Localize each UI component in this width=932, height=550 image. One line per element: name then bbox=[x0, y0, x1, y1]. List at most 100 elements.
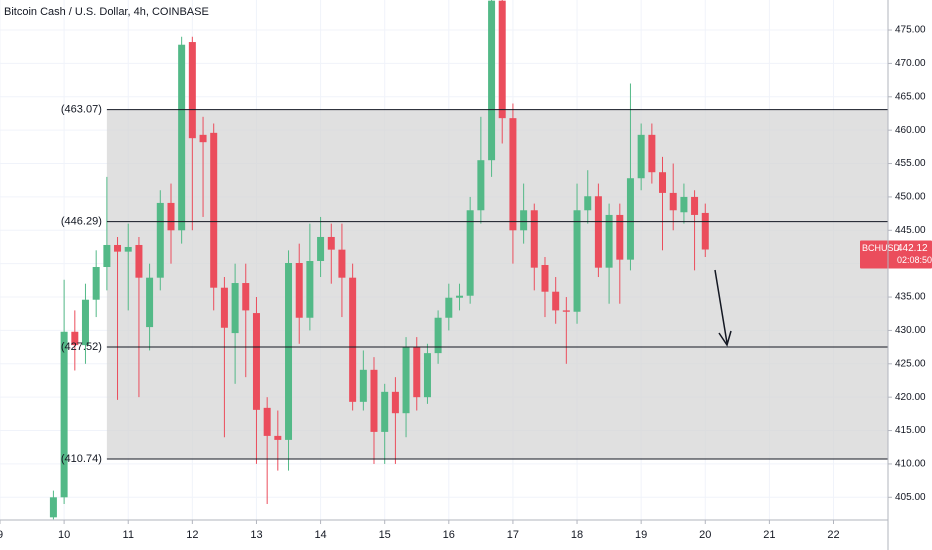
candle-body bbox=[616, 214, 624, 260]
candle-body bbox=[167, 202, 175, 231]
candle-body bbox=[541, 265, 549, 292]
y-tick-label: 415.00 bbox=[895, 425, 926, 436]
candle-body bbox=[488, 0, 496, 161]
candle-body bbox=[231, 283, 239, 334]
candle-body bbox=[626, 178, 634, 260]
candle-body bbox=[114, 244, 122, 252]
candle-body bbox=[402, 347, 410, 414]
chart-title: Bitcoin Cash / U.S. Dollar, 4h, COINBASE bbox=[4, 6, 209, 18]
y-tick-label: 475.00 bbox=[895, 25, 926, 36]
candle-body bbox=[327, 236, 335, 250]
candle-body bbox=[520, 210, 528, 231]
candle-body bbox=[445, 297, 453, 318]
y-tick-label: 455.00 bbox=[895, 158, 926, 169]
y-tick-label: 450.00 bbox=[895, 192, 926, 203]
drawn-arrow bbox=[714, 269, 732, 347]
candle-body bbox=[71, 331, 79, 346]
x-tick-label: 16 bbox=[443, 529, 455, 541]
candle-body bbox=[146, 277, 154, 328]
candle-body bbox=[648, 134, 656, 173]
x-tick-label: 12 bbox=[186, 529, 198, 541]
x-tick-label: 9 bbox=[0, 529, 3, 541]
candle-body bbox=[60, 331, 68, 498]
candle-body bbox=[92, 267, 100, 300]
candle-body bbox=[477, 160, 485, 211]
candle-body bbox=[317, 236, 325, 262]
x-tick-label: 21 bbox=[763, 529, 775, 541]
candle-body bbox=[285, 263, 293, 440]
candle-body bbox=[637, 134, 645, 179]
price-tag-countdown: 02:08:50 bbox=[897, 255, 932, 265]
x-tick-label: 20 bbox=[699, 529, 711, 541]
candle-body bbox=[594, 196, 602, 268]
candle-body bbox=[295, 263, 303, 318]
candle-body bbox=[413, 347, 421, 398]
price-axis-bg bbox=[888, 0, 932, 550]
x-tick-label: 22 bbox=[827, 529, 839, 541]
candle-body bbox=[552, 291, 560, 311]
candle-body bbox=[49, 497, 57, 518]
candle-body bbox=[584, 196, 592, 211]
candle-body bbox=[306, 261, 314, 318]
x-tick-label: 11 bbox=[123, 529, 134, 541]
candle-body bbox=[338, 249, 346, 278]
candle-body bbox=[434, 317, 442, 354]
candle-body bbox=[178, 44, 186, 231]
candle-body bbox=[391, 391, 399, 414]
candle-body bbox=[135, 244, 143, 278]
candle-body bbox=[659, 172, 667, 193]
candle-body bbox=[124, 246, 132, 252]
x-tick-label: 19 bbox=[635, 529, 647, 541]
time-axis-bg bbox=[0, 520, 888, 550]
y-tick-label: 420.00 bbox=[895, 392, 926, 403]
candle-body bbox=[370, 369, 378, 432]
candle-body bbox=[680, 196, 688, 213]
level-label: (446.29) bbox=[61, 216, 102, 228]
y-tick-label: 425.00 bbox=[895, 358, 926, 369]
level-label: (463.07) bbox=[61, 104, 102, 116]
candle-body bbox=[669, 192, 677, 211]
candle-body bbox=[210, 132, 218, 288]
arrow-shaft bbox=[714, 269, 728, 344]
candle-body bbox=[691, 196, 699, 215]
candle-body bbox=[263, 407, 271, 436]
candle-body bbox=[156, 202, 164, 278]
price-tag bbox=[860, 240, 932, 269]
candle-body bbox=[242, 283, 250, 311]
x-tick-label: 15 bbox=[379, 529, 391, 541]
candle-body bbox=[199, 134, 207, 143]
candle-body bbox=[509, 118, 517, 231]
candle-body bbox=[701, 212, 709, 250]
level-label: (427.52) bbox=[61, 341, 102, 353]
candle-body bbox=[423, 353, 431, 398]
y-tick-label: 460.00 bbox=[895, 125, 926, 136]
candle-body bbox=[498, 0, 506, 119]
candle-body bbox=[252, 313, 260, 410]
candle-body bbox=[466, 210, 474, 296]
candle-body bbox=[81, 299, 89, 346]
candle-body bbox=[359, 369, 367, 402]
x-tick-label: 17 bbox=[507, 529, 519, 541]
candle-body bbox=[220, 287, 228, 328]
x-tick-label: 13 bbox=[250, 529, 262, 541]
price-tag-value: 442.12 bbox=[897, 243, 928, 254]
x-tick-label: 10 bbox=[58, 529, 70, 541]
candle-body bbox=[381, 391, 389, 432]
level-label: (410.74) bbox=[61, 453, 102, 465]
y-tick-label: 435.00 bbox=[895, 292, 926, 303]
candle-body bbox=[573, 210, 581, 312]
x-tick-label: 18 bbox=[571, 529, 583, 541]
candle-body bbox=[530, 210, 538, 268]
price-tag-symbol: BCHUSD bbox=[862, 243, 901, 253]
x-tick-label: 14 bbox=[314, 529, 326, 541]
candle-body bbox=[456, 295, 464, 298]
candle-body bbox=[274, 435, 282, 440]
candle-body bbox=[188, 42, 196, 139]
candle-body bbox=[562, 310, 570, 312]
y-tick-label: 470.00 bbox=[895, 58, 926, 69]
y-tick-label: 410.00 bbox=[895, 459, 926, 470]
candle-body bbox=[605, 214, 613, 268]
y-tick-label: 430.00 bbox=[895, 325, 926, 336]
candle-body bbox=[103, 244, 111, 268]
